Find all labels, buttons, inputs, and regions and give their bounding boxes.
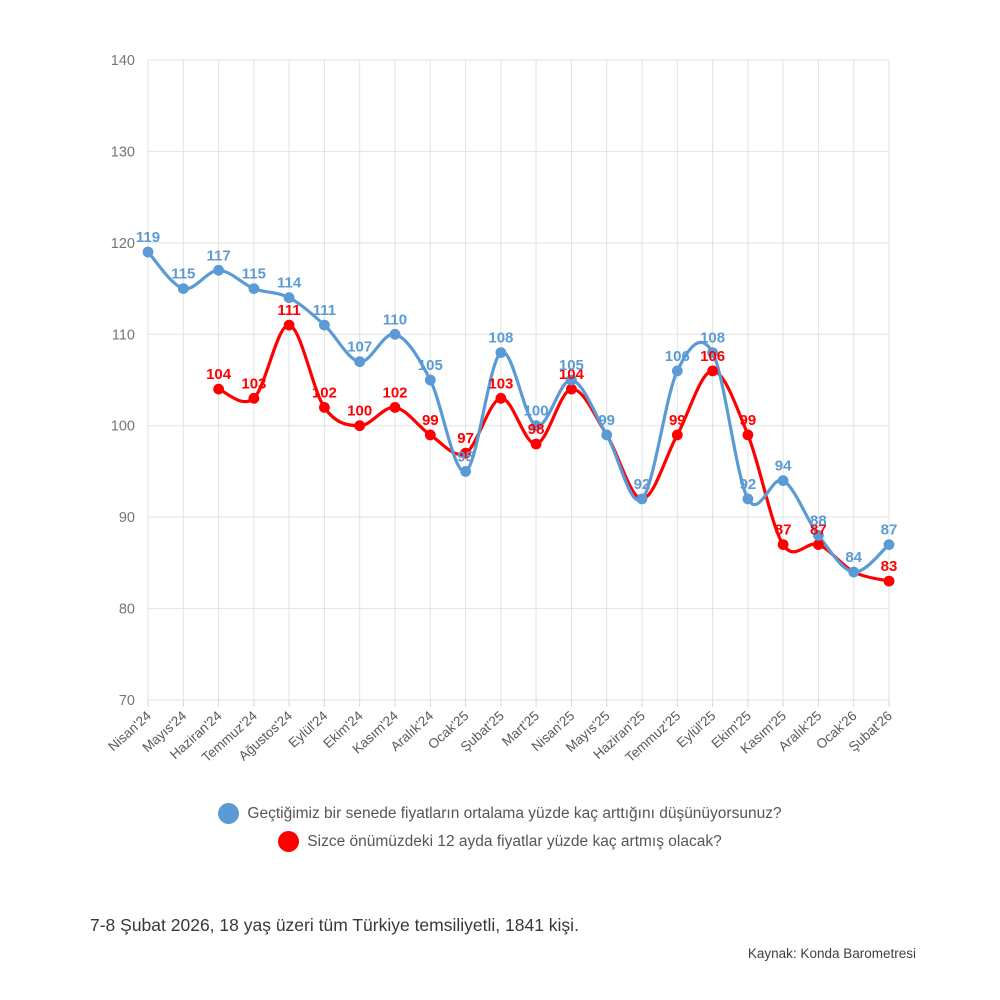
y-tick-label: 100 bbox=[111, 419, 135, 435]
data-point-label: 99 bbox=[598, 412, 615, 429]
data-point-marker bbox=[848, 566, 860, 578]
data-point-label: 94 bbox=[775, 458, 792, 475]
data-point-marker bbox=[813, 539, 824, 550]
data-point-marker bbox=[389, 402, 401, 413]
data-point-marker bbox=[354, 356, 366, 368]
data-point-marker bbox=[742, 493, 754, 505]
data-point-label: 84 bbox=[845, 549, 862, 566]
data-point-marker bbox=[283, 319, 295, 331]
data-point-label: 98 bbox=[528, 421, 545, 438]
data-point-label: 111 bbox=[277, 302, 300, 319]
data-point-marker bbox=[389, 328, 401, 340]
data-point-marker bbox=[142, 246, 154, 258]
legend-label-expected-future-inflation: Sizce önümüzdeki 12 ayda fiyatlar yüzde … bbox=[307, 832, 722, 850]
data-point-marker bbox=[671, 365, 683, 377]
data-point-marker bbox=[319, 319, 330, 331]
data-point-label: 115 bbox=[242, 266, 266, 283]
data-point-marker bbox=[319, 402, 330, 413]
data-point-label: 83 bbox=[881, 558, 898, 575]
data-point-marker bbox=[460, 447, 471, 459]
data-point-label: 103 bbox=[488, 375, 513, 392]
legend-label-perceived-past-inflation: Geçtiğimiz bir senede fiyatların ortalam… bbox=[247, 804, 782, 822]
data-point-marker bbox=[424, 374, 436, 386]
data-point-label: 87 bbox=[775, 522, 792, 539]
data-point-label: 92 bbox=[740, 476, 757, 493]
data-point-marker bbox=[671, 429, 683, 441]
data-point-marker bbox=[601, 429, 613, 441]
legend-marker-red-icon bbox=[278, 831, 300, 852]
y-tick-label: 90 bbox=[119, 510, 135, 526]
data-point-marker bbox=[883, 539, 895, 550]
y-tick-label: 110 bbox=[112, 327, 135, 343]
data-point-marker bbox=[883, 575, 895, 587]
data-point-marker bbox=[460, 466, 471, 477]
data-point-label: 87 bbox=[810, 522, 827, 539]
data-point-label: 117 bbox=[206, 247, 230, 264]
data-point-marker bbox=[777, 539, 789, 550]
data-point-label: 106 bbox=[665, 348, 690, 365]
data-point-marker bbox=[495, 392, 507, 404]
legend-item-perceived-past-inflation[interactable]: Geçtiğimiz bir senede fiyatların ortalam… bbox=[218, 803, 782, 824]
source-credit: Kaynak: Konda Barometresi bbox=[747, 946, 916, 961]
legend-item-expected-future-inflation[interactable]: Sizce önümüzdeki 12 ayda fiyatlar yüzde … bbox=[278, 831, 722, 852]
data-point-label: 104 bbox=[559, 366, 585, 383]
data-point-label: 108 bbox=[488, 330, 513, 347]
series-line-expected-future bbox=[217, 323, 891, 583]
data-point-label: 92 bbox=[634, 476, 651, 493]
data-point-label: 114 bbox=[277, 275, 302, 292]
data-point-label: 99 bbox=[669, 412, 686, 429]
data-point-marker bbox=[742, 429, 754, 441]
data-point-label: 119 bbox=[136, 229, 160, 246]
y-tick-label: 120 bbox=[111, 236, 135, 252]
data-point-label: 88 bbox=[810, 512, 827, 529]
data-point-label: 100 bbox=[524, 403, 549, 420]
data-point-label: 103 bbox=[241, 375, 266, 392]
data-point-marker bbox=[530, 438, 542, 450]
data-point-marker bbox=[495, 347, 507, 358]
data-point-label: 99 bbox=[422, 412, 439, 429]
survey-note: 7-8 Şubat 2026, 18 yaş üzeri tüm Türkiye… bbox=[90, 915, 579, 935]
data-point-marker bbox=[636, 493, 648, 505]
line-chart-canvas: 708090100110120130140Nisan'24Mayıs'24Haz… bbox=[105, 53, 898, 765]
y-tick-label: 130 bbox=[111, 144, 135, 160]
legend-marker-blue-icon bbox=[218, 803, 240, 824]
data-point-marker bbox=[213, 264, 225, 276]
data-point-marker bbox=[248, 392, 260, 404]
data-point-marker bbox=[283, 292, 295, 304]
data-point-label: 107 bbox=[347, 339, 372, 356]
data-point-label: 108 bbox=[700, 330, 725, 347]
data-point-marker bbox=[177, 283, 189, 294]
data-point-label: 105 bbox=[559, 357, 584, 374]
data-point-label: 115 bbox=[171, 266, 195, 283]
data-point-label: 97 bbox=[457, 430, 474, 447]
data-point-marker bbox=[424, 429, 436, 441]
data-point-label: 100 bbox=[347, 403, 372, 420]
y-tick-label: 80 bbox=[119, 602, 135, 618]
y-tick-label: 70 bbox=[119, 693, 135, 709]
data-point-marker bbox=[248, 283, 260, 294]
chart-legend: Geçtiğimiz bir senede fiyatların ortalam… bbox=[0, 803, 1000, 852]
data-point-marker bbox=[707, 365, 718, 377]
data-point-marker bbox=[707, 347, 718, 358]
data-point-label: 106 bbox=[700, 348, 725, 365]
data-point-marker bbox=[813, 530, 824, 541]
data-point-label: 102 bbox=[382, 384, 407, 401]
data-point-marker bbox=[566, 374, 577, 386]
data-point-label: 102 bbox=[312, 384, 337, 401]
data-point-label: 110 bbox=[383, 311, 407, 328]
data-point-label: 105 bbox=[418, 357, 443, 374]
data-point-marker bbox=[777, 475, 789, 486]
data-point-label: 111 bbox=[313, 302, 336, 319]
data-point-marker bbox=[354, 420, 366, 432]
data-point-marker bbox=[530, 420, 542, 432]
y-tick-label: 140 bbox=[111, 53, 135, 69]
data-point-marker bbox=[213, 383, 225, 395]
data-point-label: 104 bbox=[206, 366, 232, 383]
data-point-marker bbox=[566, 383, 577, 395]
data-point-label: 95 bbox=[457, 448, 474, 465]
data-point-label: 87 bbox=[881, 522, 898, 539]
data-point-label: 99 bbox=[740, 412, 757, 429]
